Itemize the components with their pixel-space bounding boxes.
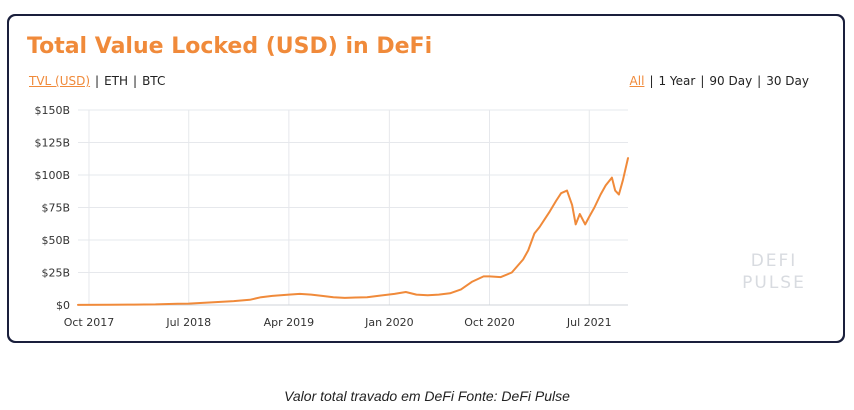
x-tick-label: Jul 2018	[165, 316, 211, 329]
tvl-series-line	[77, 157, 629, 306]
x-tick-label: Jul 2021	[566, 316, 612, 329]
chart-card: Total Value Locked (USD) in DeFi TVL (US…	[7, 14, 845, 343]
watermark-line-2: PULSE	[742, 273, 806, 293]
tab-range-90-day[interactable]: 90 Day	[709, 74, 753, 88]
tab-range-1-year[interactable]: 1 Year	[658, 74, 696, 88]
tab-range-30-day[interactable]: 30 Day	[766, 74, 809, 88]
tab-eth[interactable]: ETH	[104, 74, 129, 88]
y-tick-label: $100B	[34, 169, 70, 182]
defi-pulse-watermark: DEFI PULSE	[739, 250, 809, 294]
y-tick-label: $25B	[41, 267, 70, 280]
x-tick-label: Oct 2020	[464, 316, 515, 329]
tab-separator: |	[757, 74, 762, 88]
tab-separator: |	[700, 74, 705, 88]
tvl-line-chart: $0 $25B $50B $75B $100B $125B $150B Oct 2017 Jul…	[34, 104, 629, 329]
chart-card-inner: Total Value Locked (USD) in DeFi TVL (US…	[9, 16, 843, 341]
tab-range-all[interactable]: All	[629, 74, 645, 88]
tab-separator: |	[649, 74, 654, 88]
watermark-line-1: DEFI	[750, 251, 798, 271]
y-tick-label: $75B	[41, 202, 70, 215]
y-tick-label: $0	[56, 299, 70, 312]
range-tabs: All | 1 Year | 90 Day | 30 Day	[630, 74, 809, 88]
tab-separator: |	[95, 74, 100, 88]
x-tick-label: Jan 2020	[364, 316, 413, 329]
y-tick-label: $150B	[34, 104, 70, 117]
tab-btc[interactable]: BTC	[142, 74, 166, 88]
y-tick-label: $50B	[41, 234, 70, 247]
currency-tabs: TVL (USD) | ETH | BTC	[29, 74, 165, 88]
tab-separator: |	[133, 74, 138, 88]
x-tick-label: Oct 2017	[64, 316, 115, 329]
figure-caption: Valor total travado em DeFi Fonte: DeFi …	[284, 388, 570, 404]
tab-tvl-usd[interactable]: TVL (USD)	[29, 74, 91, 88]
chart-title: Total Value Locked (USD) in DeFi	[27, 34, 433, 59]
y-tick-label: $125B	[34, 137, 70, 150]
x-tick-label: Apr 2019	[264, 316, 315, 329]
